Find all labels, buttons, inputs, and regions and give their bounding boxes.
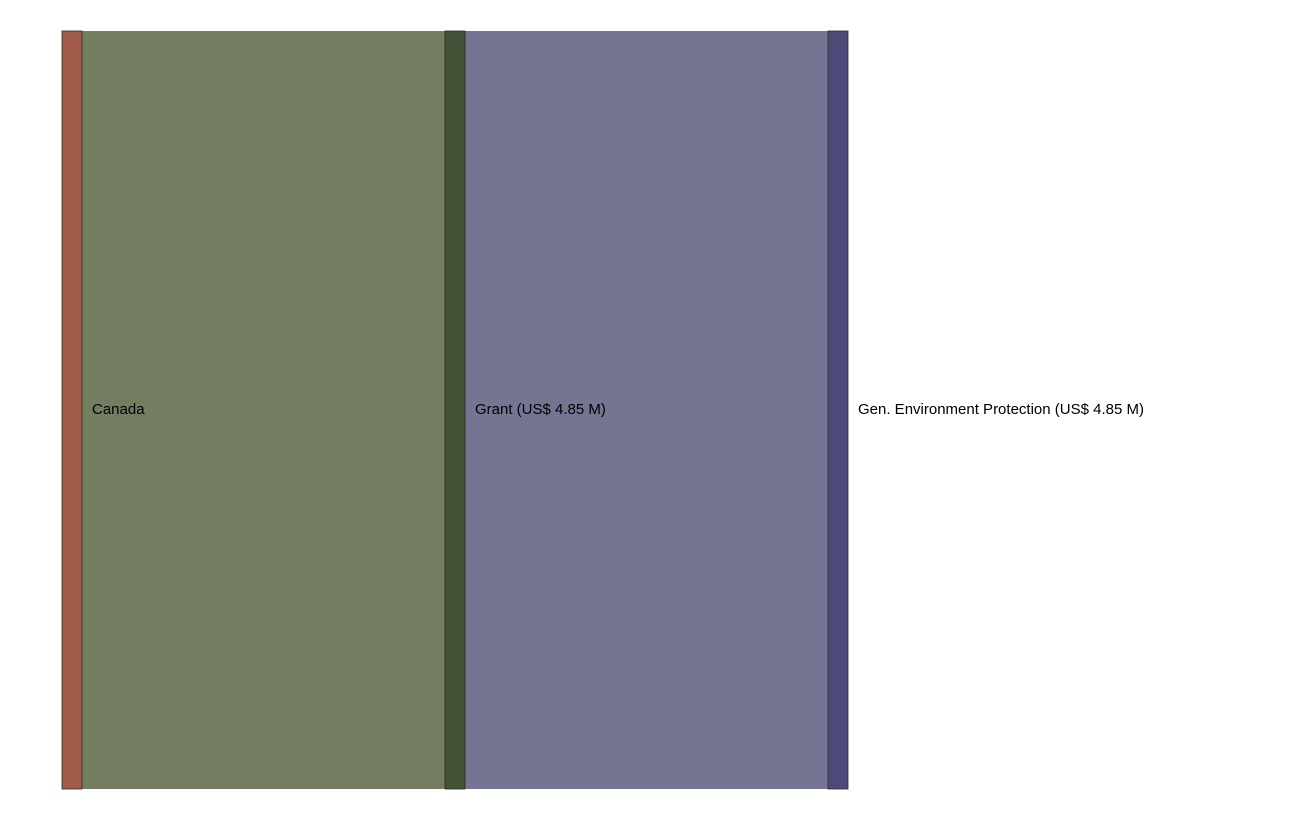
links-layer bbox=[82, 31, 828, 789]
nodes-layer bbox=[61, 30, 849, 790]
node-label-grant: Grant (US$ 4.85 M) bbox=[475, 401, 606, 418]
node-label-canada: Canada bbox=[92, 401, 145, 418]
node-gen-env bbox=[827, 30, 849, 790]
node-canada bbox=[61, 30, 83, 790]
node-label-gen-env: Gen. Environment Protection (US$ 4.85 M) bbox=[858, 401, 1144, 418]
node-grant bbox=[444, 30, 466, 790]
labels-layer: Canada Grant (US$ 4.85 M) Gen. Environment… bbox=[92, 401, 1144, 418]
link-canada-to-grant bbox=[82, 31, 445, 789]
link-grant-to-gen-env bbox=[465, 31, 828, 789]
